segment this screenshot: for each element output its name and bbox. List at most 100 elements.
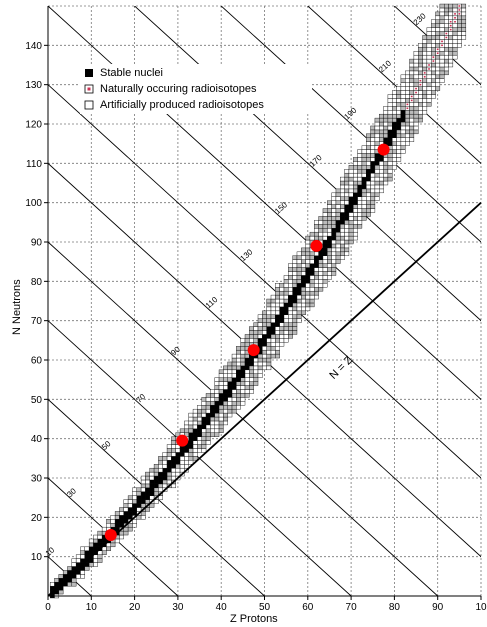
nuclide-cell xyxy=(201,408,207,414)
nuclide-cell xyxy=(331,224,337,229)
nuclide-cell xyxy=(140,491,146,496)
nuclide-cell xyxy=(305,235,311,241)
nuclide-cell xyxy=(435,43,441,48)
nuclide-cell xyxy=(426,94,432,99)
nuclide-cell xyxy=(353,184,358,190)
nuclide-cell xyxy=(305,275,311,280)
nuclide-cell xyxy=(309,271,315,276)
nuclide-cell xyxy=(119,515,124,520)
nuclide-cell xyxy=(236,361,241,367)
nuclide-cell xyxy=(344,251,350,256)
nuclide-cell xyxy=(218,408,224,414)
nuclide-cell xyxy=(331,208,337,213)
nuclide-cell xyxy=(461,7,467,13)
nuclide-cell xyxy=(340,184,345,190)
nuclide-cell xyxy=(201,424,207,430)
nuclide-cell xyxy=(192,440,198,445)
nuclide-cell xyxy=(279,326,285,331)
nuclide-cell xyxy=(231,381,237,386)
nuclide-cell xyxy=(396,102,402,107)
nuclide-cell xyxy=(288,271,293,276)
nuclide-cell xyxy=(266,314,272,319)
isobar-label: 30 xyxy=(65,486,78,499)
nuclide-cell xyxy=(335,216,341,221)
nuclide-cell xyxy=(249,377,254,382)
nuclide-cell xyxy=(409,106,415,111)
nuclide-cell xyxy=(223,397,228,402)
nuclide-cell xyxy=(309,302,315,308)
nuclide-cell xyxy=(452,39,458,44)
nuclide-cell xyxy=(110,515,116,520)
natural-marker xyxy=(441,44,443,47)
nuclide-cell xyxy=(431,82,436,87)
nuclide-cell xyxy=(283,275,289,280)
nuclide-cell xyxy=(249,334,254,339)
nuclide-cell xyxy=(353,172,358,178)
nuclide-cell xyxy=(149,471,155,477)
nuclide-cell xyxy=(392,157,397,162)
nuclide-cell xyxy=(292,314,298,319)
nuclide-cell xyxy=(327,235,332,241)
nuclide-cell xyxy=(327,212,332,217)
nuclide-cell xyxy=(227,397,233,402)
nuclide-cell xyxy=(58,574,64,579)
nuclide-cell xyxy=(413,82,419,87)
nuclide-cell xyxy=(301,290,306,296)
nuclide-cell xyxy=(439,23,445,28)
nuclide-cell xyxy=(413,74,419,79)
nuclide-cell xyxy=(331,267,337,272)
nuclide-cell xyxy=(426,54,432,60)
nuclide-cell xyxy=(62,570,68,575)
y-tick-label: 110 xyxy=(26,159,42,170)
nuclide-cell xyxy=(262,365,267,371)
nuclide-cell xyxy=(327,243,332,249)
nuclide-cell xyxy=(223,389,228,394)
nuclide-cell xyxy=(175,464,181,469)
nuclide-cell xyxy=(166,452,172,457)
nuclide-cell xyxy=(353,196,358,201)
nuclide-cell xyxy=(201,440,207,445)
nuclide-cell xyxy=(422,58,428,64)
nuclide-cell xyxy=(218,393,224,398)
y-tick-label: 140 xyxy=(25,41,42,52)
nuclide-cell xyxy=(236,389,241,394)
nuclide-cell xyxy=(426,86,432,91)
nuclide-cell xyxy=(244,334,250,339)
nuclide-cell xyxy=(140,475,146,481)
nuclide-cell xyxy=(171,467,176,473)
nuclide-cell xyxy=(370,149,376,154)
nuclide-cell xyxy=(418,110,423,115)
nuclide-cell xyxy=(370,184,376,190)
nuclide-cell xyxy=(374,141,380,146)
nuclide-cell xyxy=(292,279,298,284)
nuclide-cell xyxy=(418,62,423,68)
nuclide-cell xyxy=(162,475,168,481)
nuclide-cell xyxy=(309,287,315,292)
nuclide-cell xyxy=(231,393,237,398)
legend-label: Naturally occuring radioisotopes xyxy=(100,83,257,95)
isobar-label: 70 xyxy=(135,392,148,405)
nuclide-cell xyxy=(236,385,241,390)
nuclide-cell xyxy=(288,279,293,284)
nuclide-cell xyxy=(392,149,397,154)
nuclide-cell xyxy=(439,7,445,13)
nuclide-cell xyxy=(266,342,272,347)
nuclide-cell xyxy=(171,436,176,441)
nuclide-cell xyxy=(296,279,302,284)
nuclide-cell xyxy=(396,86,402,91)
nuclide-cell xyxy=(283,334,289,339)
nuclide-cell xyxy=(136,487,142,492)
nuclide-cell xyxy=(461,11,467,17)
nuclide-cell xyxy=(296,298,302,304)
nuclide-cell xyxy=(452,3,458,9)
nuclide-cell xyxy=(270,314,276,319)
nuclide-cell xyxy=(409,58,415,64)
nuclide-cell xyxy=(435,62,441,68)
nuclide-cell xyxy=(218,424,224,430)
nuclide-cell xyxy=(435,66,441,72)
nuclide-cell xyxy=(435,74,441,79)
nuclide-cell xyxy=(309,267,315,272)
nuclide-cell xyxy=(275,338,280,343)
nuclide-cell xyxy=(240,349,246,355)
nuclide-cell xyxy=(370,200,376,205)
